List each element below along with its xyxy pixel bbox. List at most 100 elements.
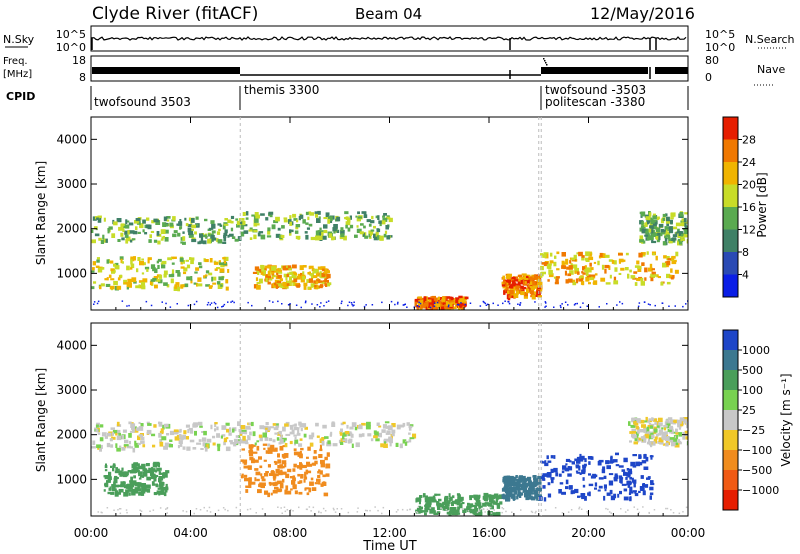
freq-trace [92,58,688,79]
data-cell [304,231,308,234]
data-cell [418,305,420,308]
data-cell [574,458,579,462]
data-cell [287,304,290,306]
data-cell [360,223,364,226]
data-cell [254,442,257,446]
data-cell [246,427,251,430]
data-cell [164,237,169,242]
data-cell [323,492,329,497]
data-cell [632,479,637,484]
data-cell [271,266,276,271]
data-cell [619,490,622,495]
data-cell [466,507,471,513]
data-cell [144,232,148,235]
data-cell [107,476,112,481]
data-cell [229,440,233,443]
colorbar-tick-label: −25 [742,424,765,437]
nsky-line [91,36,687,41]
data-cell [309,442,314,447]
data-cell [391,429,396,434]
data-cell [318,285,323,289]
data-cell [568,278,573,283]
data-cell [534,494,538,499]
data-cell [584,496,587,501]
data-cell [253,223,258,227]
data-cell [214,268,218,271]
cpid-segment-politescan: politescan -3380 [545,95,645,109]
data-cell [139,509,141,511]
data-cell [502,275,505,280]
data-cell [248,451,254,456]
data-cell [492,512,497,516]
data-cell [635,425,639,430]
data-cell [305,222,309,225]
data-cell [524,286,527,289]
data-cell [197,277,202,282]
data-cell [605,460,610,465]
data-cell [272,489,278,494]
data-cell [292,477,296,482]
data-cell [142,278,148,283]
data-cell [505,475,510,479]
colorbar-tick-label: 500 [742,364,763,377]
data-cell [233,438,238,444]
data-cell [406,306,408,308]
data-cell [578,277,584,282]
data-cell [558,473,562,477]
data-cell [319,280,323,283]
data-cell [422,510,425,513]
data-cell [424,504,429,507]
data-cell [609,489,613,495]
nsearch-tick-top: 10^5 [705,28,735,41]
data-cell [534,512,537,514]
colorbar-tick-label: 20 [742,179,756,192]
data-cell [363,214,368,218]
data-cell [292,468,296,472]
data-cell [460,302,462,304]
data-cell [436,301,442,305]
data-cell [289,229,292,234]
data-cell [129,446,134,449]
data-cell [243,230,249,234]
data-cell [684,222,687,228]
data-cell [565,458,571,462]
data-cell [639,429,645,433]
data-cell [590,274,596,277]
data-cell [141,272,145,275]
data-cell [316,304,319,306]
data-cell [180,437,184,441]
data-cell [444,506,448,511]
data-cell [649,304,651,306]
data-cell [644,277,647,281]
data-cell [122,471,127,474]
data-cell [632,277,637,280]
data-cell [669,274,673,279]
data-cell [469,509,473,514]
data-cell [665,419,669,423]
data-cell [345,221,351,226]
data-cell [268,300,271,302]
data-cell [193,282,197,285]
data-cell [357,216,363,219]
data-cell [243,439,248,444]
data-cell [291,271,296,274]
data-cell [649,492,654,496]
data-cell [511,511,513,513]
data-cell [445,301,450,306]
data-cell [179,219,182,222]
data-cell [230,442,234,445]
data-cell [645,416,648,422]
data-cell [613,260,617,265]
data-cell [211,230,216,234]
data-cell [285,485,289,491]
data-cell [572,281,577,286]
data-cell [269,278,273,281]
data-cell [535,478,539,482]
data-cell [565,279,569,284]
data-cell [610,495,615,501]
data-cell [294,283,299,286]
data-cell [146,476,151,481]
data-cell [128,489,134,492]
data-cell [230,301,232,303]
data-cell [195,216,199,220]
